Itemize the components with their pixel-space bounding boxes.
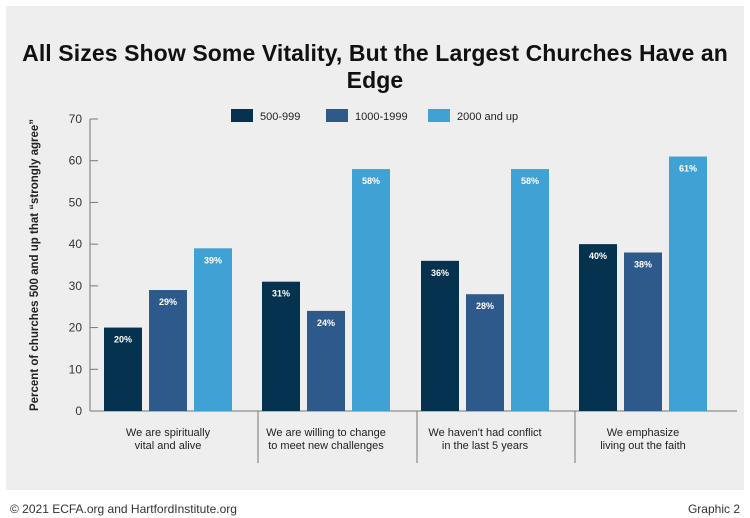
category-label: We are willing to change bbox=[266, 427, 386, 439]
category-label: in the last 5 years bbox=[442, 440, 529, 452]
y-tick-label: 0 bbox=[75, 404, 82, 418]
bar bbox=[421, 260, 459, 411]
bar bbox=[149, 290, 187, 411]
legend-label: 2000 and up bbox=[457, 111, 518, 123]
category-label: We emphasize bbox=[607, 427, 680, 439]
bar-value-label: 58% bbox=[362, 176, 380, 186]
category-label: We are spiritually bbox=[126, 427, 211, 439]
bar bbox=[194, 248, 232, 411]
graphic-label: Graphic 2 bbox=[687, 502, 740, 516]
legend-label: 1000-1999 bbox=[355, 111, 408, 123]
category-label: We haven't had conflict bbox=[428, 427, 541, 439]
y-tick-label: 10 bbox=[69, 362, 83, 376]
legend-swatch bbox=[326, 109, 348, 122]
bar bbox=[262, 281, 300, 411]
bar bbox=[511, 169, 549, 411]
category-label: to meet new challenges bbox=[268, 440, 384, 452]
bar bbox=[669, 156, 707, 411]
bar-value-label: 39% bbox=[204, 255, 222, 265]
bar bbox=[307, 310, 345, 411]
bar-value-label: 61% bbox=[679, 164, 697, 174]
bar-value-label: 29% bbox=[159, 297, 177, 307]
category-label: vital and alive bbox=[135, 440, 202, 452]
y-tick-label: 60 bbox=[69, 154, 83, 168]
bar-value-label: 58% bbox=[521, 176, 539, 186]
y-axis-title: Percent of churches 500 and up that “str… bbox=[29, 119, 41, 411]
copyright-text: © 2021 ECFA.org and HartfordInstitute.or… bbox=[10, 502, 237, 516]
bar bbox=[104, 327, 142, 411]
bar bbox=[466, 294, 504, 411]
y-tick-label: 30 bbox=[69, 279, 83, 293]
bar-value-label: 40% bbox=[589, 251, 607, 261]
y-tick-label: 40 bbox=[69, 237, 83, 251]
y-tick-label: 20 bbox=[69, 321, 83, 335]
bar-value-label: 38% bbox=[634, 259, 652, 269]
legend-swatch bbox=[428, 109, 450, 122]
bar-value-label: 36% bbox=[431, 268, 449, 278]
category-label: living out the faith bbox=[600, 440, 686, 452]
y-tick-label: 70 bbox=[69, 112, 83, 126]
bar-value-label: 28% bbox=[476, 301, 494, 311]
bar-value-label: 20% bbox=[114, 335, 132, 345]
chart-title: All Sizes Show Some Vitality, But the La… bbox=[22, 40, 728, 93]
legend-label: 500-999 bbox=[260, 111, 300, 123]
bar-value-label: 31% bbox=[272, 289, 290, 299]
y-tick-label: 50 bbox=[69, 195, 83, 209]
bar bbox=[624, 252, 662, 411]
bar bbox=[352, 169, 390, 411]
legend-swatch bbox=[231, 109, 253, 122]
bar bbox=[579, 244, 617, 411]
bar-value-label: 24% bbox=[317, 318, 335, 328]
